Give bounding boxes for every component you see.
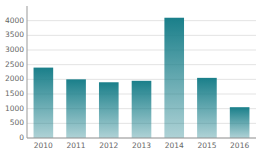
y-tick-label: 0	[19, 133, 24, 142]
bar	[99, 82, 119, 138]
x-tick-label: 2013	[132, 141, 151, 150]
bar	[34, 68, 54, 138]
y-tick-label: 2000	[5, 74, 24, 83]
grid-line	[27, 64, 256, 65]
bar	[132, 81, 152, 138]
grid-line	[27, 20, 256, 21]
chart: 0 500 1000 1500 2000 2500 3000 3500 4000 2010 2011…	[0, 0, 262, 153]
x-tick-label: 2012	[99, 141, 118, 150]
grid-line	[27, 79, 256, 80]
x-tick-label: 2015	[197, 141, 216, 150]
x-tick-label: 2010	[34, 141, 53, 150]
y-tick-label: 1500	[5, 89, 24, 98]
y-tick-label: 3500	[5, 30, 24, 39]
x-tick-label: 2014	[165, 141, 184, 150]
chart-container: 0 500 1000 1500 2000 2500 3000 3500 4000 2010 2011…	[0, 0, 262, 153]
y-tick-label: 2500	[5, 60, 24, 69]
bar	[164, 18, 184, 138]
bar	[66, 79, 86, 138]
bar	[197, 78, 217, 138]
x-tick-label: 2016	[230, 141, 249, 150]
x-axis-line	[27, 138, 256, 139]
y-tick-label: 3000	[5, 45, 24, 54]
y-tick-label: 4000	[5, 16, 24, 25]
y-tick-label: 1000	[5, 104, 24, 113]
y-tick-label: 500	[10, 118, 25, 127]
grid-line	[27, 50, 256, 51]
x-tick-label: 2011	[67, 141, 86, 150]
y-axis-line	[27, 6, 28, 138]
grid-line	[27, 138, 256, 139]
bars	[34, 18, 250, 138]
grid-line	[27, 35, 256, 36]
bar	[230, 107, 250, 138]
grid	[27, 21, 256, 138]
